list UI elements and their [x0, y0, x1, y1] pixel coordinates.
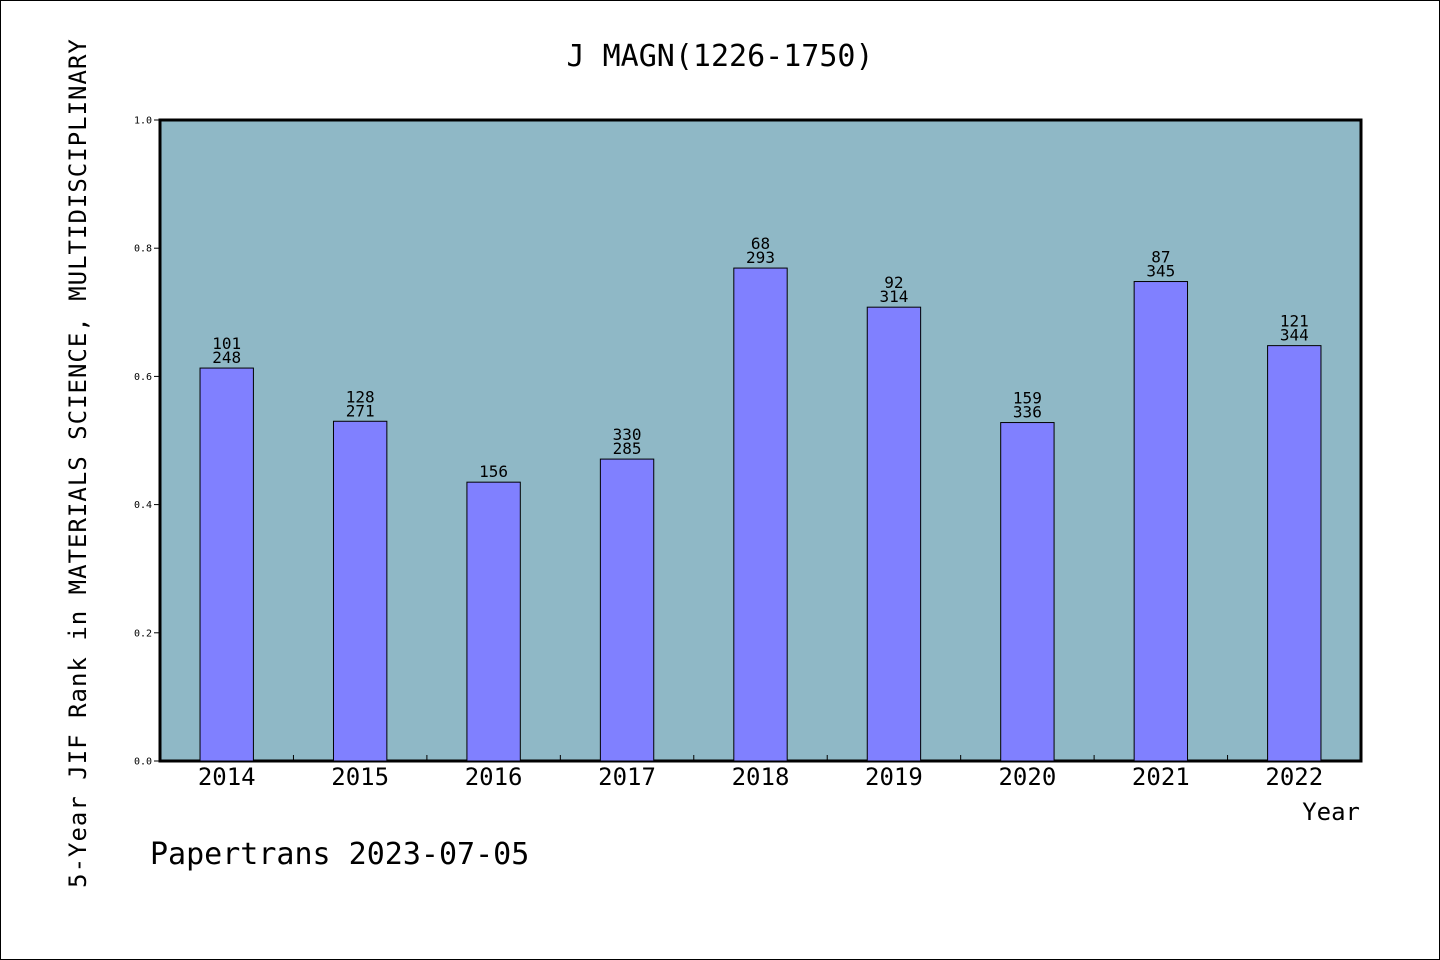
x-tick-label: 2018 [732, 763, 790, 791]
data-label: 330 [613, 425, 642, 444]
bar-2016 [466, 481, 521, 762]
y-tick-label: 0.6 [134, 372, 152, 383]
bars-group [199, 267, 1322, 762]
data-label: 101 [212, 334, 241, 353]
x-tick-label: 2021 [1132, 763, 1190, 791]
footer-credit: Papertrans 2023-07-05 [150, 837, 529, 872]
data-label: 285 [613, 439, 642, 458]
data-label: 128 [346, 387, 375, 406]
x-tick-label: 2015 [331, 763, 389, 791]
data-label: 248 [212, 348, 241, 367]
data-label: 87 [1151, 248, 1170, 267]
x-tick-label: 2020 [998, 763, 1056, 791]
data-label: 121 [1280, 312, 1309, 331]
data-label: 345 [1146, 262, 1175, 281]
bar-2020 [1000, 422, 1055, 762]
data-label: 344 [1280, 326, 1309, 345]
x-tick-label: 2016 [465, 763, 523, 791]
bar-2022 [1267, 345, 1322, 762]
x-tick-label: 2014 [198, 763, 256, 791]
bar-2014 [199, 367, 254, 762]
x-tick-label: 2019 [865, 763, 923, 791]
bar-2015 [332, 420, 388, 762]
x-axis-label: Year [1302, 798, 1360, 826]
chart-title: J MAGN(1226-1750) [566, 39, 873, 74]
data-label: 314 [879, 287, 908, 306]
data-label: 68 [751, 234, 770, 253]
y-axis-label: 5-Year JIF Rank in MATERIALS SCIENCE, MU… [64, 38, 92, 888]
data-labels-group: 1012481282711563302856829392314159336873… [212, 234, 1308, 481]
bar-2019 [866, 306, 922, 762]
data-label: 159 [1013, 389, 1042, 408]
x-axis-ticks: 2014 2015 2016 2017 2018 2019 2020 2021 2022 [198, 755, 1323, 791]
y-tick-label: 0.2 [134, 628, 152, 639]
y-tick-label: 0.8 [134, 244, 152, 255]
data-label: 92 [884, 273, 903, 292]
bar-2021 [1133, 281, 1189, 762]
y-tick-label: 1.0 [134, 116, 152, 127]
data-label: 271 [346, 401, 375, 420]
y-tick-label: 0.4 [134, 500, 152, 511]
data-label: 293 [746, 248, 775, 267]
y-axis-ticks: 0.0 0.2 0.4 0.6 0.8 1.0 [134, 116, 160, 768]
bar-2018 [733, 267, 788, 762]
bar-2017 [599, 458, 655, 762]
x-tick-label: 2022 [1265, 763, 1323, 791]
data-label: 156 [479, 462, 508, 481]
data-label: 336 [1013, 403, 1042, 422]
y-tick-label: 0.0 [134, 757, 152, 768]
x-tick-label: 2017 [598, 763, 656, 791]
